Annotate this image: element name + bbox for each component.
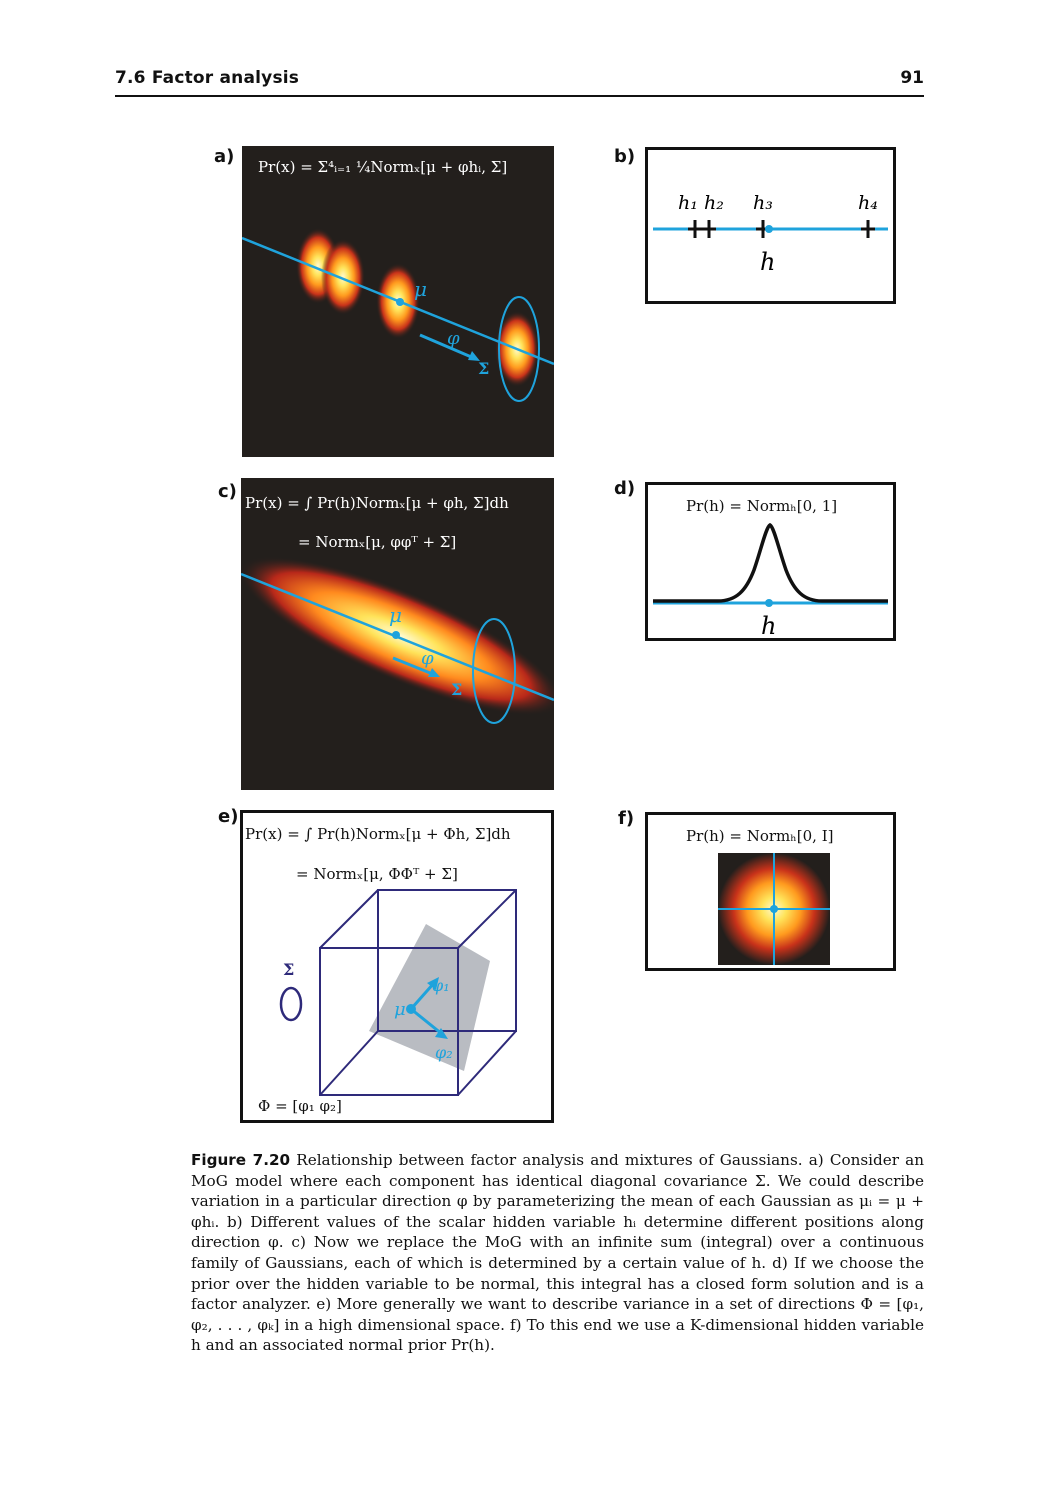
phi1-arrow — [409, 982, 436, 1010]
subspace-plane — [369, 924, 490, 1071]
panel-a-plot: μ φ Σ — [242, 228, 554, 402]
phi1-label: φ₁ — [432, 976, 450, 995]
caption-text: Relationship between factor analysis and… — [191, 1151, 924, 1355]
phi-arrowhead — [468, 351, 480, 361]
h-label: h — [761, 612, 776, 638]
panel-b-label: b) — [614, 146, 636, 167]
panel-a: μ φ Σ Pr(x) = Σ⁴ᵢ₌₁ ¼Normₓ[μ + φhᵢ, Σ] — [242, 146, 554, 457]
cube-wireframe — [319, 889, 517, 1096]
normal-curve — [653, 523, 888, 603]
phi-arrowhead — [428, 668, 440, 677]
sigma-ellipse — [472, 618, 516, 724]
gaussian-2 — [321, 239, 365, 315]
cube-edge-br — [457, 1030, 517, 1096]
panel-e: Pr(x) = ∫ Pr(h)Normₓ[μ + Φh, Σ]dh = Norm… — [240, 810, 554, 1123]
phi2-arrowhead — [435, 1028, 448, 1039]
mean-dot — [392, 631, 400, 639]
panel-d: Pr(h) = Normₕ[0, 1] h — [645, 482, 896, 641]
section-title: 7.6 Factor analysis — [115, 68, 300, 88]
panel-e-equation-line1: Pr(x) = ∫ Pr(h)Normₓ[μ + Φh, Σ]dh — [245, 825, 511, 843]
panel-c-plot: μ φ Σ — [241, 556, 554, 724]
panel-f-plot — [718, 853, 830, 965]
panel-a-label: a) — [214, 146, 235, 167]
panel-b-plot: h₁ h₂ h₃ h₄ h — [653, 192, 888, 276]
mu-label: μ — [394, 999, 406, 1020]
cube-edge-tl — [319, 889, 379, 949]
phi2-label: φ₂ — [435, 1043, 453, 1062]
panel-e-plot: μ φ₁ φ₂ Σ Φ = [φ₁ φ₂] — [258, 889, 517, 1115]
phi1-arrowhead — [427, 977, 439, 990]
panel-c-equation-line1: Pr(x) = ∫ Pr(h)Normₓ[μ + φh, Σ]dh — [245, 494, 509, 512]
panel-a-equation: Pr(x) = Σ⁴ᵢ₌₁ ¼Normₓ[μ + φhᵢ, Σ] — [258, 158, 508, 176]
phi-label: φ — [447, 328, 460, 349]
h-label: h — [760, 248, 775, 276]
cube-edge-tr — [457, 889, 517, 949]
mean-dot — [396, 298, 404, 306]
panel-e-label: e) — [218, 806, 239, 827]
sigma-ellipse — [279, 986, 303, 1022]
mu-label: μ — [414, 277, 427, 301]
panel-c-label: c) — [218, 481, 237, 502]
continuous-gaussian — [241, 556, 554, 716]
h3-label: h₃ — [753, 192, 773, 214]
header-rule — [115, 95, 924, 97]
phi-arrow — [392, 656, 436, 677]
sigma-label: Σ — [283, 960, 294, 979]
phi-label: φ — [421, 648, 434, 669]
figure-label: Figure 7.20 — [191, 1151, 291, 1169]
panel-d-label: d) — [614, 478, 636, 499]
figure-caption: Figure 7.20 Relationship between factor … — [191, 1150, 924, 1356]
h4-label: h₄ — [858, 192, 878, 214]
h1-label: h₁ — [678, 192, 698, 214]
cube-edge-bl — [319, 1030, 379, 1096]
panel-f: Pr(h) = Normₕ[0, I] — [645, 812, 896, 971]
phi2-arrow — [410, 1007, 443, 1036]
panel-f-label: f) — [618, 808, 635, 829]
panel-b: h₁ h₂ h₃ h₄ h — [645, 147, 896, 304]
phi-definition: Φ = [φ₁ φ₂] — [258, 1097, 342, 1115]
origin-dot — [770, 905, 778, 913]
panel-d-plot: h — [653, 523, 888, 640]
panel-d-equation: Pr(h) = Normₕ[0, 1] — [686, 497, 838, 515]
page-number: 91 — [900, 68, 924, 88]
sigma-ellipse — [498, 296, 540, 402]
h-origin-dot — [765, 225, 773, 233]
panel-f-equation: Pr(h) = Normₕ[0, I] — [686, 827, 834, 845]
panel-e-equation-line2: = Normₓ[μ, ΦΦᵀ + Σ] — [296, 865, 458, 883]
h-origin-dot — [765, 599, 773, 607]
mu-label: μ — [389, 603, 402, 627]
sigma-label: Σ — [451, 680, 462, 699]
sigma-label: Σ — [478, 359, 489, 378]
panel-c-equation-line2: = Normₓ[μ, φφᵀ + Σ] — [298, 533, 457, 551]
phi-arrow — [419, 333, 477, 361]
h2-label: h₂ — [704, 192, 724, 214]
panel-c: μ φ Σ Pr(x) = ∫ Pr(h)Normₓ[μ + φh, Σ]dh … — [241, 478, 554, 790]
